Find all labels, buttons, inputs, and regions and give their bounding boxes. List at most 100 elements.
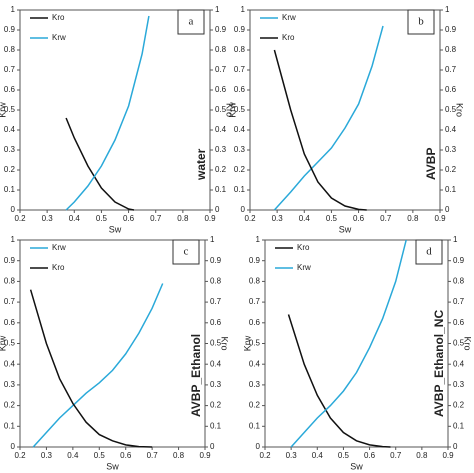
x-tick-label: 0.9 bbox=[199, 451, 211, 460]
x-tick-label: 0.4 bbox=[312, 451, 324, 460]
y-tick-label: 0 bbox=[11, 205, 16, 214]
y2-tick-label: 0.9 bbox=[210, 256, 222, 265]
y-tick-label: 1 bbox=[11, 5, 16, 14]
panel-label-box bbox=[172, 239, 200, 265]
x-tick-label: 0.6 bbox=[364, 451, 376, 460]
x-tick-label: 0.8 bbox=[173, 451, 185, 460]
x-tick-label: 0.2 bbox=[14, 214, 26, 223]
y-axis-label: Krw bbox=[227, 102, 237, 118]
x-tick-label: 0.8 bbox=[416, 451, 428, 460]
y2-tick-label: 0.6 bbox=[215, 85, 227, 94]
y2-tick-label: 0 bbox=[210, 442, 215, 451]
x-tick-label: 0.7 bbox=[390, 451, 402, 460]
y-tick-label: 0.5 bbox=[4, 339, 16, 348]
x-tick-label: 0.3 bbox=[41, 451, 53, 460]
y-tick-label: 0.1 bbox=[4, 185, 16, 194]
x-tick-label: 0.9 bbox=[204, 214, 216, 223]
x-tick-label: 0.5 bbox=[96, 214, 108, 223]
y2-tick-label: 0.5 bbox=[445, 105, 457, 114]
x-axis-label: Sw bbox=[339, 224, 352, 234]
y2-tick-label: 0.1 bbox=[210, 421, 222, 430]
legend-label: Krw bbox=[297, 263, 311, 272]
y-tick-label: 0.7 bbox=[249, 297, 261, 306]
y-tick-label: 0.4 bbox=[249, 359, 261, 368]
y-tick-label: 0.9 bbox=[249, 256, 261, 265]
y-axis-label: Krw bbox=[0, 335, 7, 351]
y-tick-label: 0.7 bbox=[4, 65, 16, 74]
x-tick-label: 0.3 bbox=[286, 451, 298, 460]
y2-tick-label: 0.4 bbox=[445, 125, 457, 134]
data-line bbox=[32, 283, 164, 448]
y-tick-label: 0.9 bbox=[234, 25, 246, 34]
y-tick-label: 0.5 bbox=[234, 105, 246, 114]
y2-tick-label: 1 bbox=[210, 235, 215, 244]
y-tick-label: 0.6 bbox=[234, 85, 246, 94]
plot-frame bbox=[249, 9, 441, 211]
y2-tick-label: 0.5 bbox=[210, 339, 222, 348]
y-tick-label: 0 bbox=[11, 442, 16, 451]
x-axis-label: Sw bbox=[350, 461, 363, 471]
y2-tick-label: 0.3 bbox=[210, 380, 222, 389]
x-tick-label: 0.9 bbox=[434, 214, 446, 223]
y-tick-label: 0.4 bbox=[234, 125, 246, 134]
y-tick-label: 0.6 bbox=[4, 318, 16, 327]
panel-label: d bbox=[426, 246, 432, 258]
y2-tick-label: 1 bbox=[215, 5, 220, 14]
y-tick-label: 0.8 bbox=[249, 277, 261, 286]
panel-label-box bbox=[415, 239, 443, 265]
y-tick-label: 1 bbox=[11, 235, 16, 244]
y-tick-label: 0.3 bbox=[249, 380, 261, 389]
x-tick-label: 0.5 bbox=[94, 451, 106, 460]
y-tick-label: 0.5 bbox=[4, 105, 16, 114]
y2-tick-label: 0.8 bbox=[445, 45, 457, 54]
y2-tick-label: 0.2 bbox=[445, 165, 457, 174]
y-tick-label: 0.3 bbox=[4, 145, 16, 154]
y-tick-label: 0.9 bbox=[4, 256, 16, 265]
y2-tick-label: 0.1 bbox=[445, 185, 457, 194]
x-tick-label: 0.8 bbox=[177, 214, 189, 223]
y-tick-label: 0.2 bbox=[234, 165, 246, 174]
y-tick-label: 0.2 bbox=[4, 165, 16, 174]
y-tick-label: 0.8 bbox=[4, 45, 16, 54]
panel-label-box bbox=[177, 9, 205, 35]
x-tick-label: 0.6 bbox=[120, 451, 132, 460]
y-tick-label: 0.3 bbox=[4, 380, 16, 389]
y2-tick-label: 0.2 bbox=[215, 165, 227, 174]
y-tick-label: 0.4 bbox=[4, 359, 16, 368]
x-tick-label: 0.2 bbox=[14, 451, 26, 460]
y2-tick-label: 0.4 bbox=[215, 125, 227, 134]
x-axis-label: Sw bbox=[109, 224, 122, 234]
legend-label: Krw bbox=[282, 13, 296, 22]
y-tick-label: 0 bbox=[241, 205, 246, 214]
annotation: AVBP_Ethanol bbox=[189, 334, 203, 417]
y2-tick-label: 0.7 bbox=[453, 297, 465, 306]
data-line bbox=[273, 25, 384, 211]
x-tick-label: 0.2 bbox=[259, 451, 271, 460]
x-tick-label: 0.3 bbox=[42, 214, 54, 223]
legend-label: Krw bbox=[52, 243, 66, 252]
panel-label: a bbox=[189, 16, 194, 28]
y2-axis-label: Kro bbox=[455, 103, 465, 117]
panel-label: c bbox=[184, 246, 189, 258]
y2-tick-label: 0 bbox=[215, 205, 220, 214]
y2-tick-label: 0.6 bbox=[453, 318, 465, 327]
x-tick-label: 0.9 bbox=[442, 451, 454, 460]
y-tick-label: 0.8 bbox=[4, 277, 16, 286]
data-line bbox=[65, 117, 135, 211]
x-tick-label: 0.3 bbox=[272, 214, 284, 223]
y2-tick-label: 0.4 bbox=[453, 359, 465, 368]
x-tick-label: 0.4 bbox=[67, 451, 79, 460]
y-axis-label: Krw bbox=[0, 102, 7, 118]
y2-tick-label: 0.8 bbox=[453, 277, 465, 286]
y2-axis-label: Kro bbox=[463, 336, 473, 350]
y-tick-label: 0.6 bbox=[249, 318, 261, 327]
y-tick-label: 0.5 bbox=[249, 339, 261, 348]
y-tick-label: 0.1 bbox=[234, 185, 246, 194]
y-tick-label: 1 bbox=[241, 5, 246, 14]
legend-label: Kro bbox=[52, 13, 65, 22]
y2-tick-label: 0.9 bbox=[445, 25, 457, 34]
x-tick-label: 0.2 bbox=[244, 214, 256, 223]
y-tick-label: 0.6 bbox=[4, 85, 16, 94]
y2-tick-label: 0.1 bbox=[215, 185, 227, 194]
